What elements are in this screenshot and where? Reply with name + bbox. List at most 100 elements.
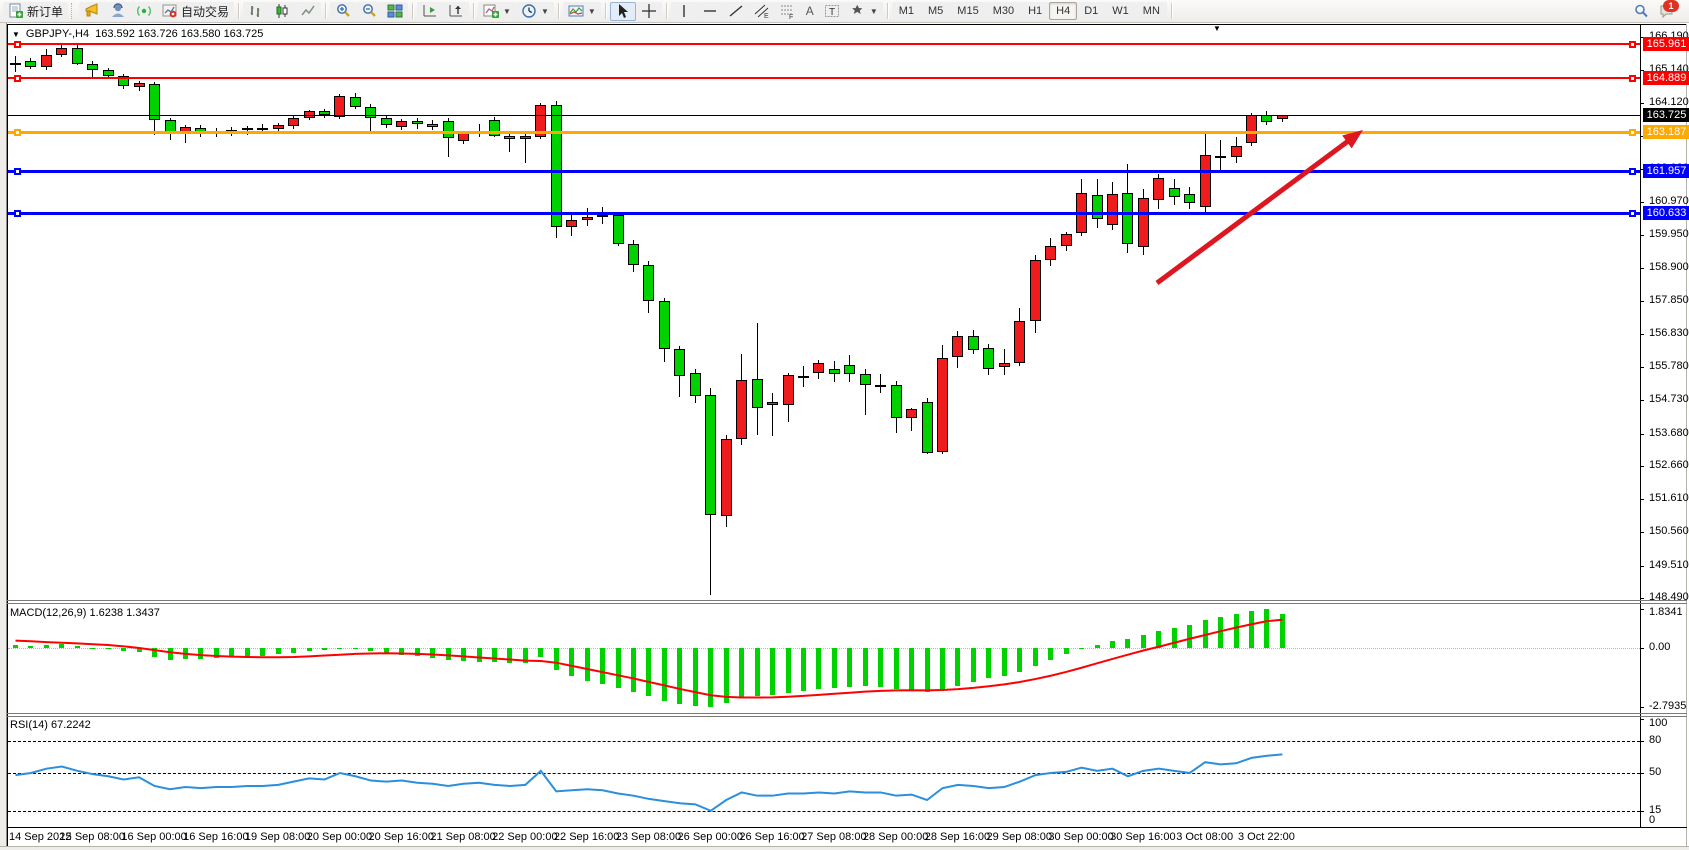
macd-splitter[interactable]: [7, 603, 1687, 604]
price-line-badge: 164.889: [1643, 71, 1689, 86]
macd-histogram-bar: [90, 647, 96, 649]
candle-bearish: [349, 96, 361, 107]
macd-splitter[interactable]: [7, 600, 1687, 601]
date-axis-label: 14 Sep 2022: [9, 831, 72, 843]
line-handle[interactable]: [14, 40, 21, 48]
rsi-axis-tick: [1640, 773, 1644, 774]
signal-button[interactable]: [131, 1, 158, 21]
text-tool-button[interactable]: A: [800, 1, 819, 21]
candle-bearish: [797, 375, 809, 378]
zoom-out-button[interactable]: [356, 1, 383, 21]
macd-histogram-bar: [476, 648, 482, 662]
timeframe-d1-button[interactable]: D1: [1077, 2, 1106, 20]
timeframe-m15-button[interactable]: M15: [950, 2, 986, 20]
arrows-shapes-icon: [850, 3, 866, 19]
support-button[interactable]: [105, 1, 132, 21]
line-handle[interactable]: [1629, 40, 1636, 48]
macd-histogram-bar: [43, 644, 49, 648]
price-axis-tick: [1640, 565, 1644, 567]
notification-badge: 1: [1663, 0, 1679, 12]
cursor-tool-button[interactable]: [609, 1, 636, 21]
text-tool-icon: A: [805, 4, 814, 18]
horn-icon: [84, 3, 100, 19]
new-order-button[interactable]: 新订单: [3, 1, 69, 21]
candle-bullish: [782, 374, 794, 405]
trendline-icon: [728, 3, 744, 19]
horizontal-line-object[interactable]: [8, 77, 1640, 80]
macd-histogram-bar: [198, 648, 204, 659]
alerts-button[interactable]: [79, 1, 106, 21]
candle-wick: [1003, 348, 1005, 375]
vertical-line-tool-button[interactable]: [670, 1, 697, 21]
candle-bullish: [1153, 178, 1165, 200]
timeframe-m5-button[interactable]: M5: [921, 2, 951, 20]
horizontal-line-tool-button[interactable]: [696, 1, 723, 21]
timeframe-h1-button[interactable]: H1: [1021, 2, 1050, 20]
horizontal-line-object[interactable]: [8, 130, 1640, 134]
autotrade-button[interactable]: 自动交易: [157, 1, 235, 21]
timeframe-h4-button[interactable]: H4: [1049, 2, 1078, 20]
notifications-icon[interactable]: 1: [1659, 0, 1679, 19]
candle-bearish: [658, 301, 670, 350]
line-handle[interactable]: [1629, 167, 1636, 175]
crosshair-tool-button[interactable]: [635, 1, 662, 21]
channel-tool-button[interactable]: E: [748, 1, 775, 21]
candle-bullish: [1230, 146, 1242, 158]
date-axis-label: 26 Sep 00:00: [677, 831, 743, 843]
line-handle[interactable]: [14, 209, 21, 217]
line-chart-button[interactable]: [295, 1, 322, 21]
dropdown-arrow-icon: ▼: [869, 6, 878, 16]
macd-histogram-bar: [631, 648, 636, 693]
toolbar-separator: [325, 3, 327, 19]
search-icon[interactable]: [1633, 3, 1649, 19]
rsi-axis-label: 100: [1649, 717, 1668, 729]
arrows-tool-button[interactable]: ▼: [844, 1, 883, 21]
line-handle[interactable]: [14, 128, 21, 136]
macd-histogram-bar: [723, 648, 729, 703]
timeframe-m30-button[interactable]: M30: [985, 2, 1022, 20]
templates-button[interactable]: ▼: [562, 1, 601, 21]
periods-button[interactable]: ▼: [515, 1, 554, 21]
horizontal-line-object[interactable]: [8, 169, 1640, 173]
macd-histogram-bar: [1202, 619, 1208, 648]
price-axis-tick: [1640, 102, 1644, 104]
auto-scroll-button[interactable]: [417, 1, 444, 21]
collapse-arrow-icon[interactable]: ▼: [12, 29, 20, 39]
macd-axis-tick: [1640, 648, 1644, 649]
label-tool-button[interactable]: T: [818, 1, 845, 21]
trendline-tool-button[interactable]: [722, 1, 749, 21]
rsi-splitter[interactable]: [7, 716, 1687, 717]
line-handle[interactable]: [14, 74, 21, 82]
timeframe-m1-button[interactable]: M1: [891, 2, 922, 20]
line-handle[interactable]: [1629, 128, 1636, 136]
bar-chart-button[interactable]: [243, 1, 270, 21]
new-order-icon: [8, 3, 24, 19]
macd-histogram-bar: [924, 648, 930, 693]
tile-windows-button[interactable]: [382, 1, 409, 21]
indicators-button[interactable]: ▼: [478, 1, 516, 21]
horizontal-line-object[interactable]: [8, 114, 1640, 116]
fibonacci-tool-button[interactable]: F: [774, 1, 801, 21]
rsi-axis-label: 80: [1649, 733, 1662, 746]
line-handle[interactable]: [14, 167, 21, 175]
horizontal-line-object[interactable]: [8, 43, 1640, 46]
price-line-badge: 160.633: [1643, 206, 1689, 221]
horizontal-line-object[interactable]: [8, 211, 1640, 215]
zoom-in-button[interactable]: [330, 1, 357, 21]
macd-label: MACD(12,26,9) 1.6238 1.3437: [10, 607, 160, 619]
price-line-badge: 165.961: [1643, 37, 1689, 52]
price-axis-tick: [1640, 234, 1644, 236]
chart-shift-button[interactable]: [443, 1, 470, 21]
candlestick-chart-button[interactable]: [269, 1, 296, 21]
candle-bearish: [87, 63, 99, 71]
window-right-border: [1686, 24, 1687, 846]
macd-histogram-bar: [59, 644, 65, 648]
timeframe-mn-button[interactable]: MN: [1135, 2, 1167, 20]
macd-histogram-bar: [1079, 648, 1085, 650]
line-handle[interactable]: [1629, 209, 1636, 217]
rsi-splitter[interactable]: [7, 713, 1687, 714]
timeframe-w1-button[interactable]: W1: [1105, 2, 1136, 20]
line-handle[interactable]: [1629, 74, 1636, 82]
